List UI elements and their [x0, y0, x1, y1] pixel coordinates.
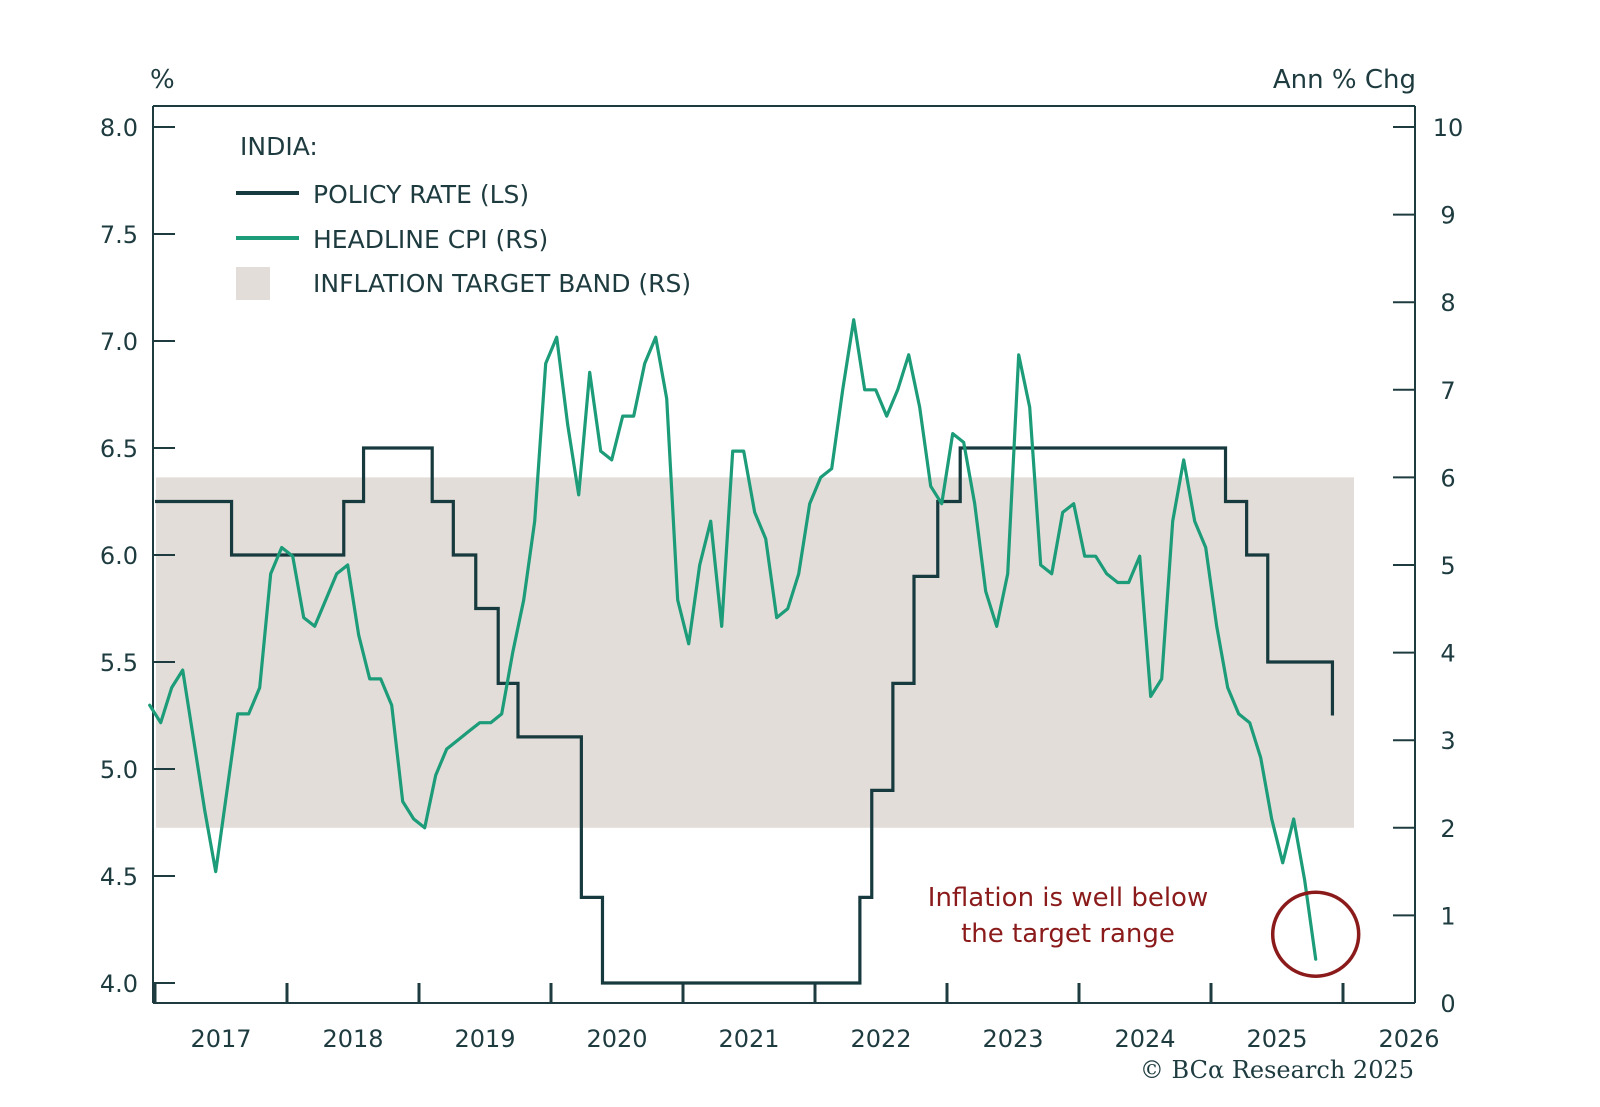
right-axis-tick-label: 10	[1433, 114, 1464, 142]
x-axis-tick-label: 2022	[850, 1025, 911, 1053]
right-axis-tick-label: 4	[1440, 640, 1455, 668]
x-axis-tick-label: 2024	[1114, 1025, 1175, 1053]
right-axis: 0 1 2 3 4 5 6 7 8 9 10	[1393, 114, 1463, 1018]
right-axis-tick-label: 8	[1440, 289, 1455, 317]
annotation-line-2: the target range	[961, 919, 1175, 949]
left-axis-tick-label: 6.0	[100, 542, 138, 570]
x-axis-tick-label: 2023	[982, 1025, 1043, 1053]
left-axis-tick-label: 7.5	[100, 221, 138, 249]
right-axis-tick-label: 6	[1440, 464, 1455, 492]
left-axis-tick-label: 4.0	[100, 970, 138, 998]
x-axis-tick-label: 2019	[454, 1025, 515, 1053]
left-axis-tick-label: 7.0	[100, 328, 138, 356]
series-layer	[148, 318, 1335, 985]
right-axis-tick-label: 0	[1440, 990, 1455, 1018]
plot-frame	[152, 105, 1416, 1004]
legend-title: INDIA:	[240, 132, 318, 161]
right-axis-title: Ann % Chg	[1273, 65, 1416, 95]
legend-label-policy-rate: POLICY RATE (LS)	[313, 180, 529, 209]
inflation-target-band	[156, 477, 1354, 828]
x-axis-tick-label: 2021	[718, 1025, 779, 1053]
x-axis-tick-label: 2025	[1246, 1025, 1307, 1053]
right-axis-tick-label: 3	[1440, 727, 1455, 755]
legend-label-headline-cpi: HEADLINE CPI (RS)	[313, 225, 548, 254]
annotation-line-1: Inflation is well below	[928, 883, 1208, 913]
x-axis-tick-label: 2017	[190, 1025, 251, 1053]
source-credit: © BCα Research 2025	[1140, 1056, 1414, 1084]
left-axis-tick-label: 6.5	[100, 435, 138, 463]
policy-rate-line	[155, 446, 1335, 985]
right-axis-tick-label: 7	[1440, 377, 1455, 405]
left-axis-tick-label: 8.0	[100, 114, 138, 142]
left-axis-title: %	[150, 65, 175, 95]
legend: INDIA: POLICY RATE (LS) HEADLINE CPI (RS…	[236, 132, 691, 300]
right-axis-tick-label: 1	[1440, 902, 1455, 930]
left-axis-tick-label: 5.5	[100, 649, 138, 677]
right-axis-tick-label: 5	[1440, 552, 1455, 580]
annotation-circle	[1270, 890, 1361, 978]
x-axis-tick-label: 2026	[1378, 1025, 1439, 1053]
left-axis-tick-label: 5.0	[100, 756, 138, 784]
right-axis-tick-label: 9	[1440, 202, 1455, 230]
right-axis-tick-label: 2	[1440, 815, 1455, 843]
x-axis-tick-label: 2020	[586, 1025, 647, 1053]
legend-label-target-band: INFLATION TARGET BAND (RS)	[313, 269, 691, 298]
x-axis: 2017 2018 2019 2020 2021 2022 2023 2024 2025 2026	[153, 983, 1440, 1053]
left-axis-tick-label: 4.5	[100, 863, 138, 891]
x-axis-tick-label: 2018	[322, 1025, 383, 1053]
left-axis: 4.0 4.5 5.0 5.5 6.0 6.5 7.0 7.5 8.0	[100, 114, 175, 998]
legend-swatch-target-band	[236, 267, 270, 300]
inflation-target-band-layer	[156, 477, 1354, 828]
